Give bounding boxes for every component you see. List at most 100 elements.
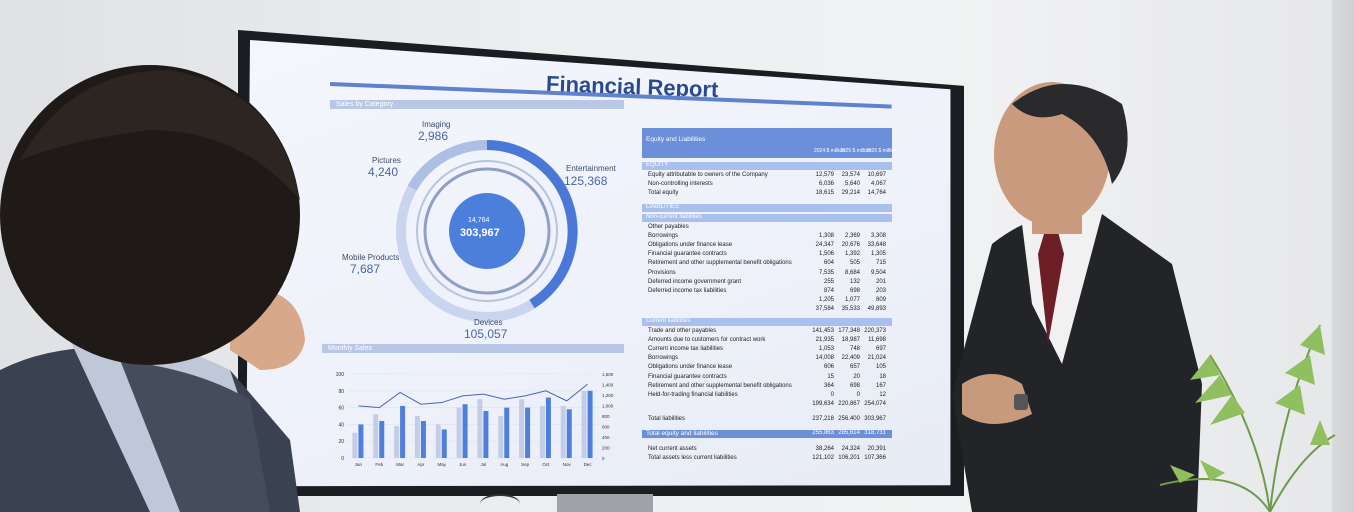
bar-series-a (456, 407, 462, 458)
x-tick-month: Mar (396, 462, 404, 467)
table-cell-2026: 3,308 (870, 232, 886, 239)
table-row-label: Borrowings (648, 355, 679, 362)
x-tick-month: May (437, 462, 446, 467)
table-cell-2026: 1,305 (870, 251, 886, 258)
table-cell-2025: 8,684 (844, 269, 860, 276)
current-section-label: Current liabilities (646, 317, 691, 324)
y-tick-right: 600 (602, 425, 610, 430)
y-tick-left: 40 (338, 422, 344, 428)
x-tick-month: Apr (417, 462, 425, 467)
table-cell-2024: 121,102 (812, 454, 834, 461)
table-cell-2024: 1,308 (818, 232, 834, 239)
table-cell-2025: 285,614 (838, 429, 860, 436)
monthly-sales-header: Monthly Sales (322, 344, 624, 353)
equity-liabilities-header: Equity and Liabilities (642, 128, 892, 158)
table-row-label: Borrowings (648, 232, 679, 239)
bar-series-b (545, 397, 551, 458)
x-tick-month: Aug (500, 462, 509, 467)
y-tick-left: 100 (336, 372, 345, 378)
line-series (358, 383, 588, 409)
category-label-devices: Devices (474, 318, 503, 327)
table-cell-2026: 33,648 (867, 242, 886, 248)
table-cell-2024: 15 (827, 373, 834, 380)
financial-table: Equity and Liabilities 2024 $ million 20… (642, 128, 897, 478)
bar-series-a (414, 416, 420, 458)
table-cell-2026: 220,373 (864, 327, 886, 334)
table-cell-2026: 203 (875, 288, 886, 294)
x-tick-month: Nov (563, 462, 572, 467)
y-tick-right: 1,400 (602, 383, 614, 388)
donut-center-big: 303,967 (460, 227, 500, 239)
table-cell-2025: 20,676 (841, 242, 860, 248)
category-value-pictures: 4,240 (368, 165, 399, 179)
table-cell-2026: 105 (875, 364, 886, 371)
y-tick-left: 80 (338, 389, 344, 395)
bar-series-b (587, 390, 593, 458)
table-cell-2025: 748 (849, 346, 860, 352)
bar-series-b (483, 410, 489, 458)
table-row-label: Held-for-trading financial liabilities (648, 392, 738, 398)
table-row-label: Total assets less current liabilities (648, 454, 737, 461)
bar-series-a (581, 390, 587, 458)
hands-right (962, 374, 1032, 424)
year-col-2024: 2024 $ million (814, 148, 845, 154)
category-value-entertainment: 125,368 (564, 174, 608, 188)
table-cell-2025: 698 (849, 382, 860, 389)
table-row-label: Current income tax liabilities (648, 346, 724, 352)
bar-series-a (373, 414, 379, 458)
potted-plant (1159, 324, 1336, 512)
tv-screen: Financial Report Sales by Category 14,76… (246, 40, 951, 487)
category-value-imaging: 2,986 (418, 129, 449, 143)
table-cell-2025: 1,392 (844, 251, 860, 258)
table-row-label: Financial guarantee contracts (648, 251, 727, 258)
x-tick-month: Feb (375, 462, 383, 467)
table-row-label: Retirement and other supplemental benefi… (648, 382, 792, 389)
table-cell-2024: 237,218 (812, 416, 834, 423)
bar-series-b (420, 421, 426, 458)
equity-section: EQUITY (642, 162, 892, 170)
table-cell-2026: 18 (879, 373, 886, 380)
table-cell-2025: 24,324 (841, 445, 860, 452)
table-cell-2025: 220,867 (838, 401, 860, 408)
table-cell-2026: 107,366 (864, 454, 886, 461)
table-row-label: Non-controlling interests (648, 181, 713, 188)
table-row-label: Trade and other payables (648, 327, 717, 334)
table-cell-2025: 106,201 (838, 454, 860, 461)
bar-series-a (539, 405, 545, 458)
table-row-label: Deferred income government grant (648, 278, 742, 285)
tv-stand (557, 494, 653, 512)
bar-series-a (498, 416, 504, 458)
table-cell-2025: 23,574 (841, 172, 860, 178)
bar-series-b (400, 405, 406, 458)
donut-center-small: 14,764 (468, 217, 490, 224)
table-row-label: Net current assets (648, 445, 697, 452)
x-tick-month: Jul (481, 462, 487, 467)
category-value-mobile: 7,687 (350, 262, 381, 276)
table-cell-2026: 318,731 (864, 429, 886, 436)
table-cell-2024: 364 (823, 382, 834, 389)
category-label-mobile: Mobile Products (342, 253, 400, 262)
table-cell-2024: 38,264 (815, 445, 834, 452)
non-current-section-label: Non-current liabilities (646, 213, 703, 220)
table-cell-2025: 2,369 (844, 232, 860, 239)
non-current-section: Non-current liabilities (642, 213, 892, 222)
y-tick-right: 1,200 (602, 393, 614, 398)
table-cell-2026: 254,074 (864, 401, 886, 408)
equity-section-label: EQUITY (646, 162, 669, 168)
table-cell-2024: 37,584 (815, 306, 834, 313)
table-cell-2026: 20,391 (867, 445, 886, 452)
table-cell-2024: 255 (823, 278, 834, 285)
current-section: Current liabilities (642, 317, 892, 326)
table-cell-2026: 11,698 (868, 336, 886, 343)
table-cell-2024: 18,615 (815, 190, 834, 197)
category-value-devices: 105,057 (464, 327, 508, 341)
table-cell-2024: 24,347 (815, 242, 834, 248)
table-cell-2025: 1,077 (844, 297, 860, 304)
y-tick-left: 0 (341, 456, 344, 462)
y-tick-right: 1,000 (602, 404, 614, 409)
table-cell-2024: 1,506 (818, 251, 834, 258)
table-cell-2026: 201 (875, 278, 886, 285)
table-cell-2024: 874 (823, 288, 834, 294)
table-cell-2024: 1,205 (818, 297, 834, 304)
category-label-pictures: Pictures (372, 156, 401, 165)
